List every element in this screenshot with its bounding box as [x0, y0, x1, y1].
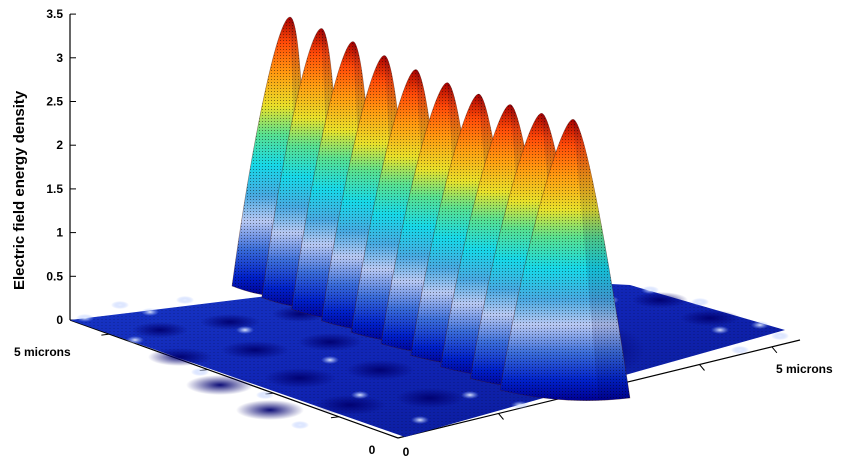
left-axis-start-label: 0 [369, 443, 376, 457]
floor-highlight [76, 314, 94, 322]
floor-highlight [291, 421, 309, 429]
floor-highlight [461, 391, 479, 399]
floor-trough [632, 292, 688, 308]
floor-highlight [126, 336, 144, 344]
axis-labels: 0 0.5 1 1.5 2 2.5 3 3.5 5 microns 0 0 5 microns [14, 7, 833, 458]
floor-highlight [411, 416, 429, 424]
right-axis-end-label: 5 microns [776, 362, 833, 376]
left-axis-tick [101, 333, 110, 336]
z-tick-label: 3 [56, 51, 63, 65]
floor-highlight [771, 332, 789, 340]
floor-trough [236, 400, 304, 420]
floor-highlight [176, 296, 194, 304]
floor-highlight [751, 321, 769, 329]
z-tick-label: 0.5 [46, 269, 63, 283]
floor-highlight [256, 391, 274, 399]
z-tick-label: 3.5 [46, 7, 63, 21]
z-tick-label: 1 [56, 226, 63, 240]
floor-highlight [111, 301, 129, 309]
peak-10 [499, 119, 631, 401]
floor-trough [298, 333, 362, 351]
floor-highlight [711, 326, 729, 334]
floor-highlight [236, 326, 254, 334]
floor-highlight [351, 391, 369, 399]
floor-highlight [691, 298, 709, 306]
floor-trough [221, 341, 289, 359]
floor-trough [680, 310, 740, 326]
floor-trough [346, 360, 414, 380]
floor-highlight [511, 401, 529, 409]
floor-trough [396, 388, 464, 408]
left-axis-end-label: 5 microns [14, 345, 71, 359]
z-axis-title: Electric field energy density [11, 90, 28, 290]
floor-highlight [141, 308, 159, 316]
floor-trough [314, 395, 386, 415]
right-axis-tick [498, 413, 504, 420]
right-axis-tick [771, 346, 778, 354]
z-tick-label: 1.5 [46, 182, 63, 196]
z-tick-label: 2 [56, 138, 63, 152]
floor-trough [132, 322, 188, 338]
floor-trough [264, 368, 336, 388]
left-axis-tick [330, 416, 340, 419]
floor-trough [148, 348, 212, 366]
floor-highlight [731, 346, 749, 354]
z-tick-label: 2.5 [46, 95, 63, 109]
floor-highlight [641, 286, 659, 294]
surface-peaks [231, 16, 631, 401]
floor-highlight [321, 356, 339, 364]
floor-trough [186, 375, 254, 395]
z-tick-label: 0 [56, 313, 63, 327]
floor-highlight [191, 368, 209, 376]
right-axis-tick [699, 364, 705, 371]
right-axis-start-label: 0 [403, 445, 410, 458]
